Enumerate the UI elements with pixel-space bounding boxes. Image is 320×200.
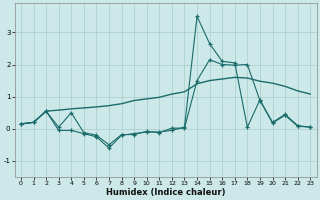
X-axis label: Humidex (Indice chaleur): Humidex (Indice chaleur) xyxy=(106,188,225,197)
